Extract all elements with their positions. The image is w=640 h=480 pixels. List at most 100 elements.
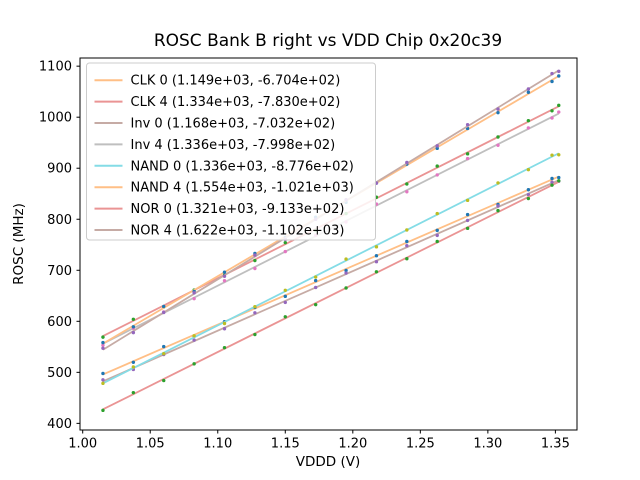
data-point	[222, 327, 227, 331]
data-point	[162, 378, 166, 383]
data-point	[253, 311, 257, 315]
data-point	[405, 244, 409, 248]
data-point	[253, 332, 257, 337]
data-point	[550, 180, 554, 184]
data-point	[550, 153, 554, 157]
data-point	[283, 288, 287, 292]
y-tick-label: 1000	[39, 111, 72, 126]
axis-ticks: 1.00 1.05 1.10 1.15 1.20 1.25 1.30 1.35 400 500 60…	[39, 60, 570, 452]
y-tick-label: 600	[47, 315, 72, 330]
data-point	[192, 338, 196, 342]
data-point	[162, 351, 166, 356]
data-point	[374, 270, 379, 274]
data-point	[253, 258, 257, 263]
y-tick-label: 1100	[39, 60, 72, 75]
data-point	[192, 362, 196, 366]
data-point	[405, 190, 409, 194]
data-point	[192, 334, 196, 338]
chart-title: ROSC Bank B right vs VDD Chip 0x20c39	[154, 31, 502, 51]
data-point	[526, 188, 531, 192]
data-point	[557, 110, 561, 114]
data-point	[557, 179, 561, 183]
plot-frame	[79, 57, 578, 431]
data-point	[131, 390, 136, 395]
legend: CLK 0 (1.149e+03, -6.704e+02) CLK 4 (1.33…	[86, 62, 376, 241]
data-point	[101, 343, 105, 347]
data-point	[557, 74, 561, 78]
data-point	[435, 146, 439, 151]
data-point	[405, 239, 409, 244]
data-point	[557, 153, 561, 157]
data-point	[131, 360, 136, 364]
legend-label: NOR 4 (1.622e+03, -1.102e+03)	[131, 224, 345, 239]
data-point	[313, 278, 318, 283]
data-point	[101, 371, 105, 376]
x-tick-label: 1.05	[136, 437, 165, 452]
data-point	[131, 330, 136, 335]
data-point	[496, 110, 500, 115]
data-point	[405, 256, 409, 261]
y-tick-label: 400	[47, 417, 72, 432]
data-point	[101, 378, 105, 382]
data-point	[405, 182, 409, 186]
data-point	[435, 228, 439, 233]
data-point	[131, 365, 136, 369]
data-point	[496, 208, 500, 213]
data-point	[131, 325, 136, 329]
data-point	[101, 346, 105, 350]
data-point	[550, 176, 554, 181]
data-point	[283, 294, 287, 299]
data-point	[344, 286, 348, 290]
data-point	[496, 135, 500, 139]
x-tick-label: 1.35	[541, 437, 570, 452]
x-tick-label: 1.30	[473, 437, 502, 452]
x-tick-label: 1.20	[338, 437, 367, 452]
y-tick-label: 800	[47, 213, 72, 228]
data-point	[550, 71, 554, 76]
data-point	[550, 116, 554, 120]
data-point	[435, 144, 439, 148]
data-point	[496, 143, 500, 147]
data-point	[344, 268, 348, 273]
x-tick-label: 1.25	[406, 437, 435, 452]
data-point	[283, 249, 287, 254]
data-point	[222, 345, 227, 350]
data-point	[526, 118, 531, 123]
axes-frame	[79, 57, 578, 431]
data-point	[374, 260, 379, 264]
legend-label: Inv 4 (1.336e+03, -7.998e+02)	[131, 138, 336, 153]
legend-box	[86, 62, 376, 241]
y-tick-label: 500	[47, 366, 72, 381]
data-point	[496, 107, 500, 111]
data-point	[162, 304, 166, 309]
data-point	[435, 164, 439, 168]
y-axis-label: ROSC (MHz)	[11, 203, 27, 285]
data-point	[557, 103, 561, 108]
data-point	[192, 296, 196, 301]
legend-label: Inv 0 (1.168e+03, -7.032e+02)	[131, 117, 336, 132]
data-point	[550, 79, 554, 84]
data-point	[465, 198, 470, 203]
data-point	[253, 253, 257, 257]
data-point	[101, 335, 105, 339]
data-point	[131, 317, 136, 321]
data-point	[374, 245, 379, 249]
data-point	[344, 271, 348, 275]
data-point	[435, 173, 439, 177]
data-point	[557, 175, 561, 180]
x-tick-label: 1.00	[68, 437, 97, 452]
legend-label: NAND 0 (1.336e+03, -8.776e+02)	[131, 159, 354, 174]
data-point	[313, 302, 318, 307]
data-point	[222, 270, 227, 274]
data-point	[405, 160, 409, 165]
data-point	[283, 315, 287, 319]
data-point	[101, 381, 105, 386]
fit-line-clk-0	[102, 175, 560, 376]
data-point	[162, 344, 166, 349]
data-point	[101, 340, 105, 345]
data-point	[101, 408, 105, 413]
data-point	[253, 266, 257, 271]
data-point	[313, 285, 318, 290]
y-tick-label: 700	[47, 264, 72, 279]
